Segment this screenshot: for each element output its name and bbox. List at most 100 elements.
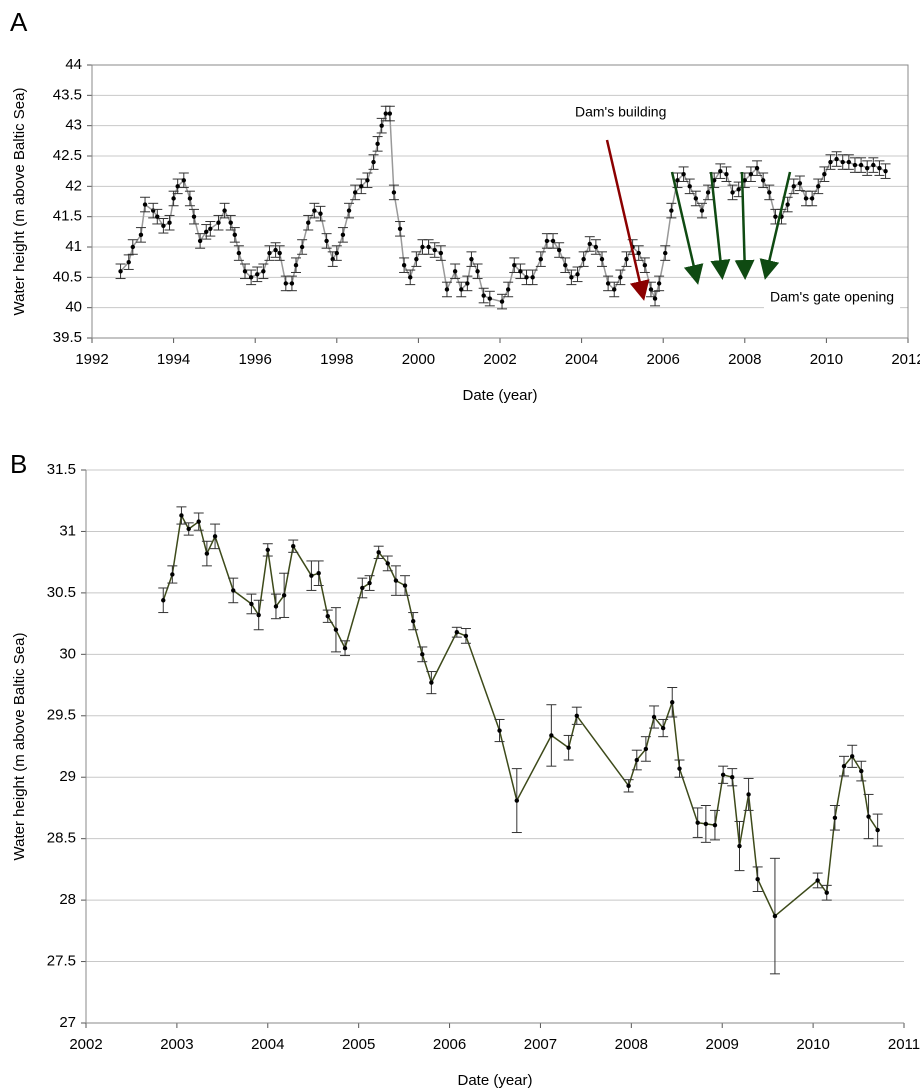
marker <box>791 184 796 189</box>
marker <box>454 630 460 635</box>
y-tick-label: 27 <box>59 1014 76 1031</box>
marker <box>197 238 203 244</box>
marker <box>730 190 735 195</box>
marker <box>408 275 413 280</box>
marker <box>170 572 175 577</box>
marker <box>118 269 123 274</box>
x-tick-label: 2004 <box>565 351 598 368</box>
marker <box>499 299 505 304</box>
marker <box>724 172 729 177</box>
marker <box>544 238 550 244</box>
x-tick-label: 2000 <box>402 351 435 368</box>
marker <box>142 202 148 207</box>
panel-label: A <box>10 7 28 37</box>
plots: A 39.5 40 40.5 41 41.5 42 42.5 43 43.5 44 1992 1994 1… <box>10 7 920 1089</box>
marker <box>249 601 254 607</box>
marker <box>720 772 726 777</box>
series-line <box>120 112 886 303</box>
panel-label: B <box>10 449 27 479</box>
y-tick-label: 43 <box>65 117 82 134</box>
marker <box>256 612 261 618</box>
marker <box>636 250 641 256</box>
x-axis-title: Date (year) <box>462 387 537 404</box>
marker <box>325 614 330 619</box>
marker <box>642 263 648 268</box>
marker <box>179 513 184 518</box>
marker <box>393 578 399 583</box>
marker <box>359 184 364 189</box>
marker <box>360 585 365 591</box>
arrow <box>759 171 792 280</box>
marker <box>383 111 388 116</box>
marker <box>530 275 535 280</box>
arrow <box>709 171 731 280</box>
marker <box>746 792 751 797</box>
marker <box>828 159 833 165</box>
marker <box>566 745 571 750</box>
marker <box>469 256 474 262</box>
x-tick-label: 2002 <box>483 351 516 368</box>
marker <box>175 184 180 189</box>
marker <box>643 746 649 752</box>
marker <box>161 223 166 228</box>
marker <box>299 244 305 250</box>
y-tick-label: 39.5 <box>53 329 82 346</box>
marker <box>420 652 425 657</box>
marker <box>293 263 299 268</box>
marker <box>785 202 790 207</box>
marker <box>841 763 847 769</box>
marker <box>815 878 820 883</box>
marker <box>289 281 295 286</box>
marker <box>432 247 437 253</box>
annotation: Dam's building <box>575 104 666 120</box>
marker <box>273 247 278 253</box>
marker <box>255 272 260 277</box>
marker <box>624 256 629 262</box>
marker <box>212 534 218 539</box>
marker <box>444 287 450 292</box>
marker <box>309 573 314 578</box>
marker <box>730 775 735 780</box>
x-tick-label: 2002 <box>69 1036 102 1053</box>
y-tick-label: 44 <box>65 56 82 73</box>
marker <box>599 256 605 262</box>
marker <box>556 247 562 253</box>
marker <box>822 172 827 177</box>
marker <box>402 583 408 588</box>
x-tick-label: 2004 <box>251 1036 284 1053</box>
y-tick-label: 29.5 <box>47 707 76 724</box>
marker <box>846 159 852 165</box>
annotation-arrows <box>605 139 792 301</box>
marker <box>742 178 747 183</box>
marker <box>816 184 821 189</box>
marker <box>677 766 682 771</box>
marker <box>772 913 778 919</box>
marker <box>663 250 668 256</box>
marker <box>512 263 517 268</box>
marker <box>524 275 529 280</box>
marker <box>371 159 376 165</box>
marker <box>656 281 662 286</box>
y-tick-label: 43.5 <box>53 86 82 103</box>
marker <box>687 184 692 189</box>
marker <box>593 244 599 250</box>
marker <box>397 226 403 231</box>
marker <box>859 768 864 774</box>
annotation-bg <box>569 102 673 124</box>
marker <box>699 208 705 213</box>
x-tick-label: 2006 <box>433 1036 466 1053</box>
arrow <box>734 171 755 280</box>
y-axis-title: Water height (m above Baltic Sea) <box>11 633 28 861</box>
marker <box>675 178 680 183</box>
y-axis-title: Water height (m above Baltic Sea) <box>11 88 28 316</box>
marker <box>333 627 339 632</box>
marker <box>171 196 176 201</box>
marker <box>376 550 381 555</box>
marker <box>155 214 160 219</box>
marker <box>481 293 486 298</box>
marker <box>186 526 191 532</box>
marker <box>236 250 242 256</box>
marker <box>737 843 742 849</box>
x-tick-label: 2007 <box>524 1036 557 1053</box>
